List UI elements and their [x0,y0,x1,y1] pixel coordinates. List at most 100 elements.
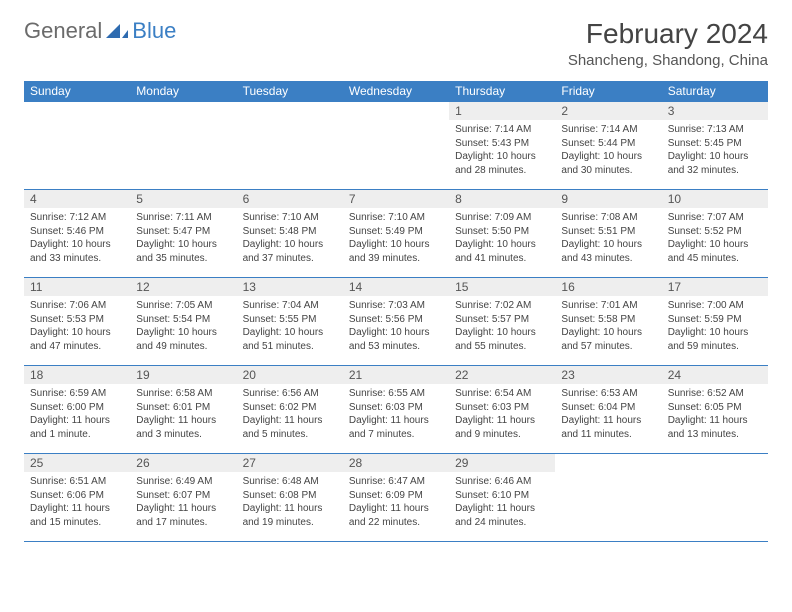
day-number: 14 [343,278,449,296]
calendar-day-cell: 9Sunrise: 7:08 AMSunset: 5:51 PMDaylight… [555,190,661,278]
calendar-day-cell: 3Sunrise: 7:13 AMSunset: 5:45 PMDaylight… [662,102,768,190]
dayheader-sunday: Sunday [24,81,130,102]
calendar-day-cell: 21Sunrise: 6:55 AMSunset: 6:03 PMDayligh… [343,366,449,454]
day-number: 9 [555,190,661,208]
calendar-day-cell [343,102,449,190]
calendar-day-cell [662,454,768,542]
calendar-day-cell: 1Sunrise: 7:14 AMSunset: 5:43 PMDaylight… [449,102,555,190]
calendar-day-cell: 10Sunrise: 7:07 AMSunset: 5:52 PMDayligh… [662,190,768,278]
day-details: Sunrise: 7:04 AMSunset: 5:55 PMDaylight:… [237,296,343,357]
calendar-day-cell: 26Sunrise: 6:49 AMSunset: 6:07 PMDayligh… [130,454,236,542]
day-details: Sunrise: 6:56 AMSunset: 6:02 PMDaylight:… [237,384,343,445]
calendar-day-cell: 5Sunrise: 7:11 AMSunset: 5:47 PMDaylight… [130,190,236,278]
day-details: Sunrise: 7:08 AMSunset: 5:51 PMDaylight:… [555,208,661,269]
calendar-body: 1Sunrise: 7:14 AMSunset: 5:43 PMDaylight… [24,102,768,542]
day-number: 3 [662,102,768,120]
day-details: Sunrise: 7:11 AMSunset: 5:47 PMDaylight:… [130,208,236,269]
day-details: Sunrise: 6:49 AMSunset: 6:07 PMDaylight:… [130,472,236,533]
day-number: 27 [237,454,343,472]
calendar-day-cell: 19Sunrise: 6:58 AMSunset: 6:01 PMDayligh… [130,366,236,454]
day-number: 29 [449,454,555,472]
day-details: Sunrise: 7:14 AMSunset: 5:44 PMDaylight:… [555,120,661,181]
day-number: 26 [130,454,236,472]
calendar-day-cell: 8Sunrise: 7:09 AMSunset: 5:50 PMDaylight… [449,190,555,278]
day-number: 7 [343,190,449,208]
day-details: Sunrise: 7:10 AMSunset: 5:49 PMDaylight:… [343,208,449,269]
logo-text-blue: Blue [132,18,176,44]
calendar-day-cell: 20Sunrise: 6:56 AMSunset: 6:02 PMDayligh… [237,366,343,454]
day-details: Sunrise: 7:12 AMSunset: 5:46 PMDaylight:… [24,208,130,269]
day-details: Sunrise: 7:06 AMSunset: 5:53 PMDaylight:… [24,296,130,357]
calendar-table: Sunday Monday Tuesday Wednesday Thursday… [24,81,768,542]
day-number: 19 [130,366,236,384]
dayheader-saturday: Saturday [662,81,768,102]
day-number: 13 [237,278,343,296]
dayheader-thursday: Thursday [449,81,555,102]
day-number: 1 [449,102,555,120]
calendar-week-row: 4Sunrise: 7:12 AMSunset: 5:46 PMDaylight… [24,190,768,278]
calendar-day-cell: 14Sunrise: 7:03 AMSunset: 5:56 PMDayligh… [343,278,449,366]
day-details: Sunrise: 6:46 AMSunset: 6:10 PMDaylight:… [449,472,555,533]
calendar-day-cell: 15Sunrise: 7:02 AMSunset: 5:57 PMDayligh… [449,278,555,366]
calendar-day-cell [237,102,343,190]
day-number: 10 [662,190,768,208]
calendar-day-cell: 22Sunrise: 6:54 AMSunset: 6:03 PMDayligh… [449,366,555,454]
day-details: Sunrise: 6:58 AMSunset: 6:01 PMDaylight:… [130,384,236,445]
calendar-day-cell: 2Sunrise: 7:14 AMSunset: 5:44 PMDaylight… [555,102,661,190]
day-details: Sunrise: 6:54 AMSunset: 6:03 PMDaylight:… [449,384,555,445]
day-number: 28 [343,454,449,472]
calendar-day-cell: 12Sunrise: 7:05 AMSunset: 5:54 PMDayligh… [130,278,236,366]
calendar-day-cell: 11Sunrise: 7:06 AMSunset: 5:53 PMDayligh… [24,278,130,366]
day-number: 16 [555,278,661,296]
location-subtitle: Shancheng, Shandong, China [568,52,768,69]
day-number: 20 [237,366,343,384]
day-number: 8 [449,190,555,208]
day-details: Sunrise: 7:07 AMSunset: 5:52 PMDaylight:… [662,208,768,269]
day-number: 18 [24,366,130,384]
day-number: 6 [237,190,343,208]
day-details: Sunrise: 6:55 AMSunset: 6:03 PMDaylight:… [343,384,449,445]
logo-text-general: General [24,18,102,44]
calendar-day-cell: 4Sunrise: 7:12 AMSunset: 5:46 PMDaylight… [24,190,130,278]
day-number: 12 [130,278,236,296]
dayheader-tuesday: Tuesday [237,81,343,102]
dayheader-monday: Monday [130,81,236,102]
logo: General Blue [24,18,176,44]
day-details: Sunrise: 7:02 AMSunset: 5:57 PMDaylight:… [449,296,555,357]
calendar-day-cell: 27Sunrise: 6:48 AMSunset: 6:08 PMDayligh… [237,454,343,542]
day-details: Sunrise: 7:00 AMSunset: 5:59 PMDaylight:… [662,296,768,357]
calendar-day-cell: 24Sunrise: 6:52 AMSunset: 6:05 PMDayligh… [662,366,768,454]
dayheader-friday: Friday [555,81,661,102]
calendar-week-row: 1Sunrise: 7:14 AMSunset: 5:43 PMDaylight… [24,102,768,190]
calendar-day-cell [130,102,236,190]
day-details: Sunrise: 7:13 AMSunset: 5:45 PMDaylight:… [662,120,768,181]
calendar-day-cell: 7Sunrise: 7:10 AMSunset: 5:49 PMDaylight… [343,190,449,278]
day-number: 17 [662,278,768,296]
day-number: 5 [130,190,236,208]
calendar-day-cell: 28Sunrise: 6:47 AMSunset: 6:09 PMDayligh… [343,454,449,542]
day-details: Sunrise: 6:53 AMSunset: 6:04 PMDaylight:… [555,384,661,445]
month-title: February 2024 [568,18,768,50]
calendar-day-cell: 18Sunrise: 6:59 AMSunset: 6:00 PMDayligh… [24,366,130,454]
calendar-week-row: 25Sunrise: 6:51 AMSunset: 6:06 PMDayligh… [24,454,768,542]
day-details: Sunrise: 6:52 AMSunset: 6:05 PMDaylight:… [662,384,768,445]
day-details: Sunrise: 7:10 AMSunset: 5:48 PMDaylight:… [237,208,343,269]
calendar-day-cell: 16Sunrise: 7:01 AMSunset: 5:58 PMDayligh… [555,278,661,366]
day-number: 11 [24,278,130,296]
calendar-week-row: 18Sunrise: 6:59 AMSunset: 6:00 PMDayligh… [24,366,768,454]
page-header: General Blue February 2024 Shancheng, Sh… [24,18,768,69]
calendar-day-cell: 17Sunrise: 7:00 AMSunset: 5:59 PMDayligh… [662,278,768,366]
logo-sail-icon [104,22,130,40]
calendar-day-cell [24,102,130,190]
day-number: 2 [555,102,661,120]
day-details: Sunrise: 6:51 AMSunset: 6:06 PMDaylight:… [24,472,130,533]
day-details: Sunrise: 7:03 AMSunset: 5:56 PMDaylight:… [343,296,449,357]
day-number: 24 [662,366,768,384]
day-number: 21 [343,366,449,384]
calendar-day-cell [555,454,661,542]
day-details: Sunrise: 7:09 AMSunset: 5:50 PMDaylight:… [449,208,555,269]
calendar-day-cell: 13Sunrise: 7:04 AMSunset: 5:55 PMDayligh… [237,278,343,366]
day-number: 15 [449,278,555,296]
day-number: 23 [555,366,661,384]
day-details: Sunrise: 6:59 AMSunset: 6:00 PMDaylight:… [24,384,130,445]
